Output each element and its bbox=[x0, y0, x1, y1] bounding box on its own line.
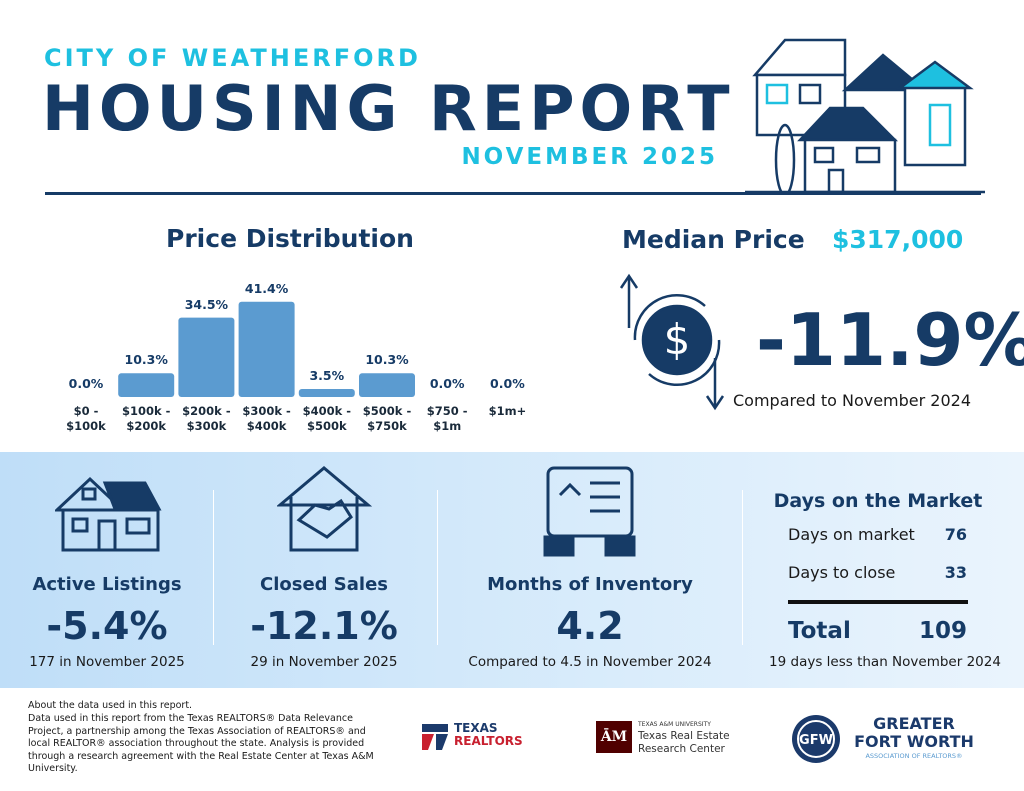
svg-text:$: $ bbox=[664, 315, 691, 364]
median-change: -11.9% bbox=[756, 298, 1024, 382]
tamu-mark: ĀM bbox=[596, 721, 632, 753]
dom-total: 109 bbox=[918, 618, 967, 644]
bar bbox=[178, 317, 235, 397]
dom-row-value: 76 bbox=[944, 525, 967, 544]
bar-value-label: 0.0% bbox=[490, 376, 525, 391]
logo-realtors: REALTORS bbox=[454, 734, 523, 748]
report-title: HOUSING REPORT bbox=[42, 72, 735, 145]
metric-label: Months of Inventory bbox=[487, 574, 693, 595]
metric-change: -5.4% bbox=[46, 604, 168, 648]
dom-row-value: 33 bbox=[944, 563, 967, 582]
category-label: $300k - $400k bbox=[242, 404, 291, 433]
dom-title: Days on the Market bbox=[773, 490, 983, 512]
dollar-icon: $ bbox=[619, 273, 725, 411]
bar-value-label: 0.0% bbox=[429, 376, 465, 391]
category-label: $750 - $1m bbox=[426, 404, 468, 433]
chart-title: Price Distribution bbox=[166, 224, 414, 253]
tablet-icon bbox=[543, 466, 636, 557]
dom-note: 19 days less than November 2024 bbox=[769, 654, 1001, 670]
period: NOVEMBER 2025 bbox=[461, 144, 718, 170]
metrics-band bbox=[0, 452, 1024, 688]
metric-change: -12.1% bbox=[250, 604, 398, 648]
handshake-icon bbox=[277, 466, 372, 552]
dom-rule bbox=[788, 600, 968, 604]
metric-label: Closed Sales bbox=[259, 574, 389, 595]
dom-total-label: Total bbox=[788, 618, 851, 644]
footer-about: About the data used in this report. bbox=[28, 700, 193, 711]
bar-value-label: 3.5% bbox=[309, 367, 345, 383]
bar-value-label: 0.0% bbox=[68, 376, 104, 391]
divider bbox=[213, 490, 214, 645]
houses-illustration bbox=[745, 38, 985, 195]
bar bbox=[298, 388, 355, 397]
dom-row-label: Days on market bbox=[788, 525, 915, 544]
city: CITY OF WEATHERFORD bbox=[44, 44, 421, 72]
bar-chart bbox=[118, 301, 415, 397]
category-label: $1m+ bbox=[488, 404, 527, 418]
metric-note: 29 in November 2025 bbox=[250, 654, 398, 670]
bar bbox=[238, 301, 295, 397]
metric-change: 4.2 bbox=[556, 604, 624, 648]
bar-value-label: 10.3% bbox=[124, 352, 168, 368]
bar-value-label: 10.3% bbox=[365, 352, 409, 368]
bar bbox=[359, 373, 415, 397]
category-label: $200k - $300k bbox=[182, 404, 231, 433]
category-label: $100k - $200k bbox=[121, 404, 171, 433]
logo-tamu: Texas Real Estate Research Center bbox=[638, 730, 730, 755]
metric-note: 177 in November 2025 bbox=[29, 654, 185, 670]
median-value: $317,000 bbox=[832, 225, 964, 254]
bar-value-label: 41.4% bbox=[244, 280, 289, 296]
median-note: Compared to November 2024 bbox=[733, 391, 972, 410]
svg-text:GFW: GFW bbox=[799, 733, 833, 748]
dom-row-label: Days to close bbox=[788, 563, 896, 582]
logo-gfw-3: ASSOCIATION OF REALTORS® bbox=[865, 752, 963, 760]
logo-gfw-2: FORT WORTH bbox=[854, 732, 974, 751]
logo-gfw-1: GREATER bbox=[873, 714, 955, 733]
header-rule bbox=[45, 192, 981, 195]
house-icon bbox=[55, 476, 162, 552]
median-label: Median Price bbox=[622, 225, 805, 254]
bar-value-label: 34.5% bbox=[184, 296, 229, 312]
logo-texas: TEXAS bbox=[454, 721, 498, 735]
bar bbox=[118, 373, 175, 397]
texas-realtors-mark bbox=[422, 724, 448, 750]
footer-text: Data used in this report from the Texas … bbox=[28, 713, 374, 774]
metric-label: Active Listings bbox=[32, 574, 182, 595]
metric-note: Compared to 4.5 in November 2024 bbox=[468, 654, 712, 670]
logo-tamu-small: TEXAS A&M UNIVERSITY bbox=[638, 721, 711, 728]
category-label: $0 - $100k bbox=[66, 404, 106, 433]
divider bbox=[742, 490, 743, 645]
gfw-mark: GFW bbox=[792, 715, 840, 763]
category-label: $500k - $750k bbox=[362, 404, 412, 433]
category-label: $400k - $500k bbox=[302, 404, 352, 433]
divider bbox=[437, 490, 438, 645]
